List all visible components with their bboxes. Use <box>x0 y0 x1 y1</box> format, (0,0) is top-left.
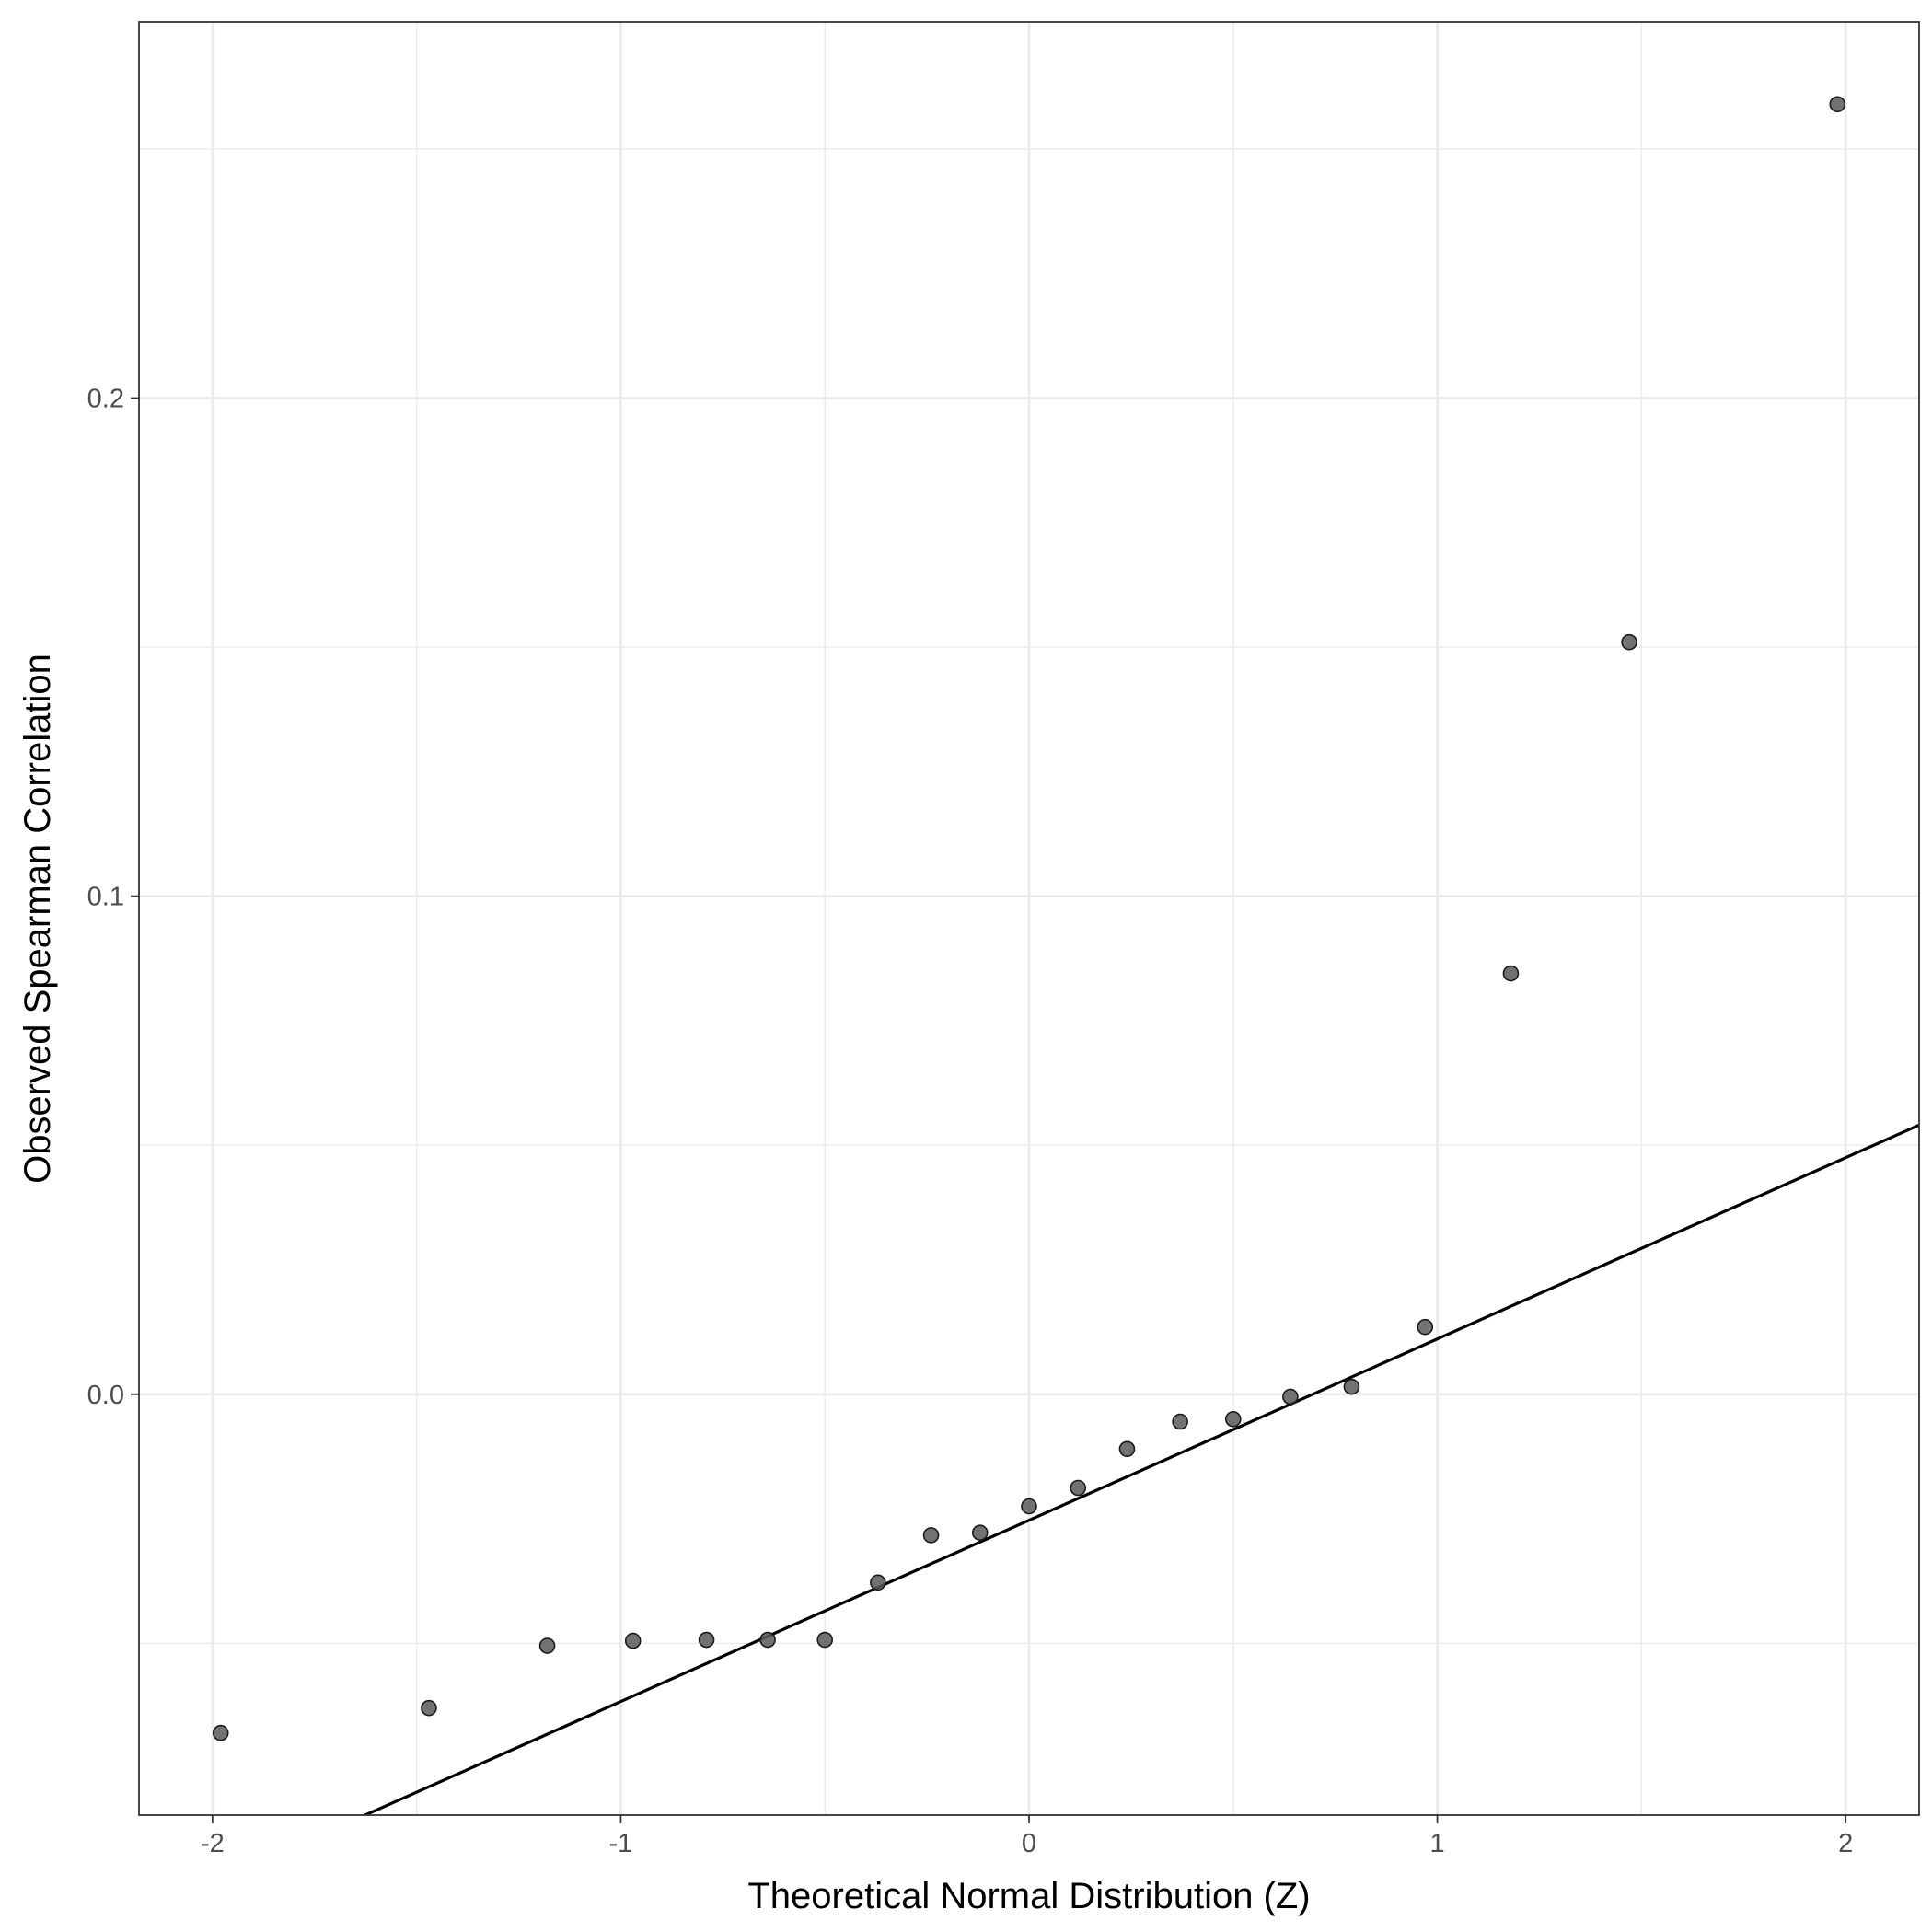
qq-reference-line <box>361 1123 1919 1815</box>
data-point <box>1070 1479 1087 1497</box>
data-point <box>1021 1498 1037 1515</box>
y-axis-title: Observed Spearman Correlation <box>17 654 58 1184</box>
x-tick-label: 2 <box>1838 1829 1853 1858</box>
reference-line-layer <box>361 1123 1919 1815</box>
x-tick-label: -2 <box>201 1829 225 1858</box>
data-point <box>212 1724 229 1741</box>
data-point <box>1224 1411 1242 1428</box>
x-axis-title: Theoretical Normal Distribution (Z) <box>747 1876 1310 1916</box>
x-tick-label: 0 <box>1022 1829 1036 1858</box>
y-axis-ticks: 0.0 0.1 0.2 <box>87 385 139 1410</box>
data-point <box>1417 1318 1434 1336</box>
y-tick-label: 0.2 <box>87 385 124 414</box>
data-point <box>816 1631 834 1649</box>
x-tick-label: 1 <box>1430 1829 1445 1858</box>
data-point <box>421 1699 437 1717</box>
data-points <box>212 96 1846 1741</box>
data-point <box>922 1527 940 1544</box>
data-point <box>1118 1440 1136 1458</box>
major-gridlines <box>139 22 1919 1815</box>
data-point <box>1502 965 1520 982</box>
data-point <box>1829 96 1846 113</box>
y-tick-label: 0.0 <box>87 1381 124 1410</box>
data-point <box>1621 633 1637 651</box>
data-point <box>971 1524 989 1541</box>
data-point <box>870 1574 886 1591</box>
data-point <box>698 1631 715 1649</box>
x-axis-ticks: -2 -1 0 1 2 <box>201 1815 1853 1858</box>
data-point <box>759 1631 776 1649</box>
x-tick-label: -1 <box>609 1829 633 1858</box>
data-point <box>1172 1413 1188 1430</box>
data-point <box>624 1632 642 1649</box>
data-point <box>538 1637 556 1654</box>
data-point <box>1343 1378 1360 1395</box>
data-point <box>1282 1388 1299 1406</box>
y-tick-label: 0.1 <box>87 883 124 912</box>
